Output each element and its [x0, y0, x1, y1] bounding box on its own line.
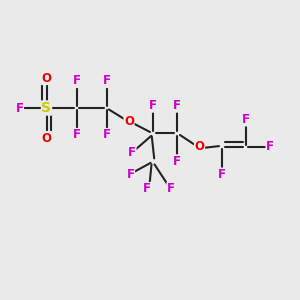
Text: O: O	[124, 115, 134, 128]
Text: F: F	[218, 168, 226, 181]
Text: F: F	[149, 99, 157, 112]
Text: F: F	[73, 74, 80, 88]
Text: F: F	[167, 182, 175, 196]
Text: O: O	[41, 71, 52, 85]
Text: F: F	[103, 74, 110, 88]
Text: O: O	[194, 140, 205, 154]
Text: F: F	[128, 146, 136, 160]
Text: O: O	[41, 131, 52, 145]
Text: F: F	[16, 101, 23, 115]
Text: F: F	[127, 168, 134, 181]
Text: F: F	[103, 128, 110, 142]
Text: F: F	[173, 99, 181, 112]
Text: F: F	[173, 155, 181, 168]
Text: F: F	[73, 128, 80, 142]
Text: F: F	[242, 113, 250, 126]
Text: F: F	[266, 140, 274, 154]
Text: F: F	[143, 182, 151, 196]
Text: S: S	[41, 101, 52, 115]
